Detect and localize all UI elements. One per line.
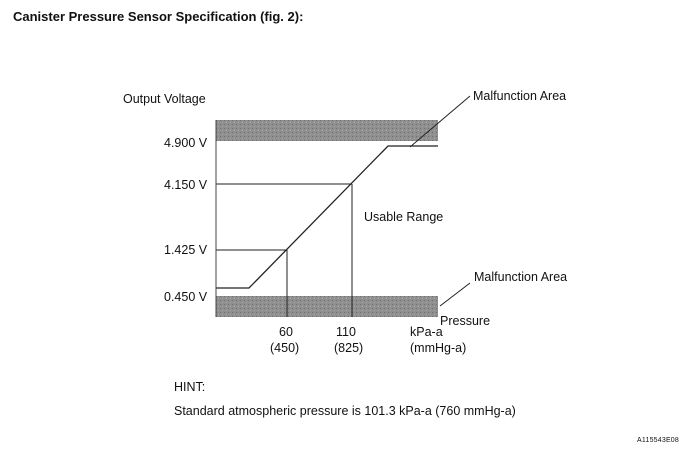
x-unit-mmhg: (mmHg-a) — [410, 341, 467, 355]
output-characteristic-line — [216, 145, 438, 289]
malfunction-band-lower — [216, 296, 438, 317]
y-tick-4900: 4.900 V — [164, 136, 208, 150]
hint-text: Standard atmospheric pressure is 101.3 k… — [174, 404, 516, 418]
leader-lower-malfunction — [439, 282, 471, 307]
x-tick-60: 60 — [279, 325, 293, 339]
malfunction-label-upper: Malfunction Area — [473, 89, 567, 103]
document-id: A115543E08 — [637, 437, 679, 444]
page-title: Canister Pressure Sensor Specification (… — [13, 9, 304, 24]
x-tick-110-sub: (825) — [334, 341, 364, 355]
y-axis-label: Output Voltage — [123, 92, 206, 106]
malfunction-band-upper — [216, 120, 438, 141]
x-tick-60-sub: (450) — [270, 341, 300, 355]
leader-upper-malfunction — [409, 95, 471, 148]
y-tick-4150: 4.150 V — [164, 178, 208, 192]
x-unit-kpa: kPa-a — [410, 325, 443, 339]
usable-range-label: Usable Range — [364, 210, 444, 224]
y-tick-1425: 1.425 V — [164, 243, 208, 257]
malfunction-label-lower: Malfunction Area — [474, 270, 568, 284]
y-tick-0450: 0.450 V — [164, 290, 208, 304]
x-tick-110: 110 — [336, 325, 356, 339]
x-axis-label: Pressure — [440, 314, 491, 328]
hint-label: HINT: — [174, 380, 206, 394]
